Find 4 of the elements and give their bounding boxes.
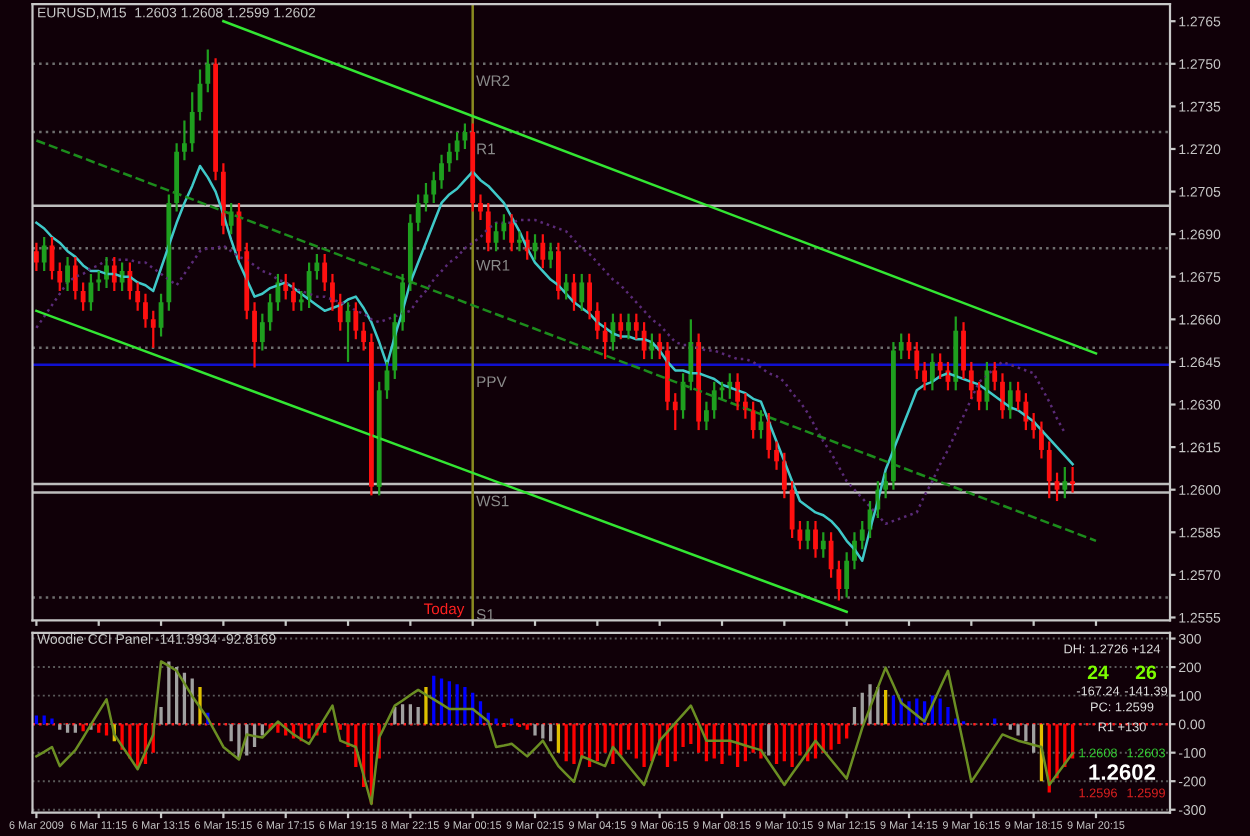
annotation: 1.2602 (1089, 764, 1156, 780)
annotation: 24 (1087, 665, 1109, 680)
annotation: 26 (1135, 665, 1157, 680)
line-series (35, 660, 1074, 806)
